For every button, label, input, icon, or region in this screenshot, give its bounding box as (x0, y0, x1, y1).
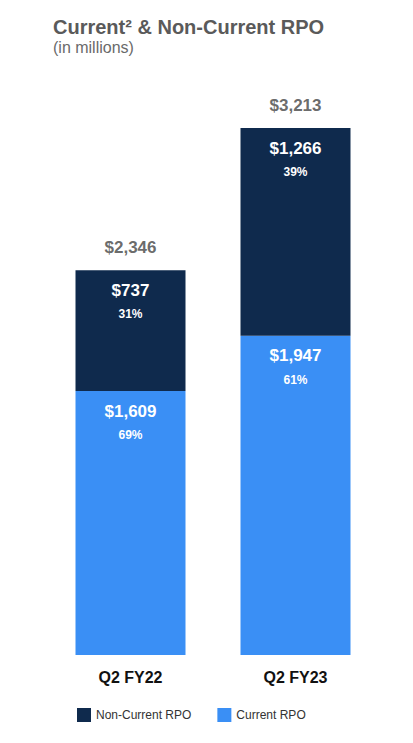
svg-text:$737: $737 (112, 281, 150, 300)
svg-text:$2,346: $2,346 (105, 238, 157, 257)
svg-text:Current² & Non-Current RPO: Current² & Non-Current RPO (53, 16, 324, 38)
svg-text:Non-Current RPO: Non-Current RPO (96, 708, 191, 722)
svg-text:69%: 69% (118, 428, 142, 442)
svg-text:$1,266: $1,266 (270, 139, 322, 158)
svg-text:$1,947: $1,947 (270, 346, 322, 365)
svg-text:31%: 31% (118, 307, 142, 321)
svg-text:Q2 FY22: Q2 FY22 (98, 669, 162, 686)
svg-text:Q2 FY23: Q2 FY23 (263, 669, 327, 686)
svg-text:61%: 61% (283, 373, 307, 387)
svg-text:Current RPO: Current RPO (236, 708, 305, 722)
svg-text:$1,609: $1,609 (105, 402, 157, 421)
svg-text:(in millions): (in millions) (53, 39, 134, 56)
svg-text:39%: 39% (283, 165, 307, 179)
svg-text:$3,213: $3,213 (270, 96, 322, 115)
